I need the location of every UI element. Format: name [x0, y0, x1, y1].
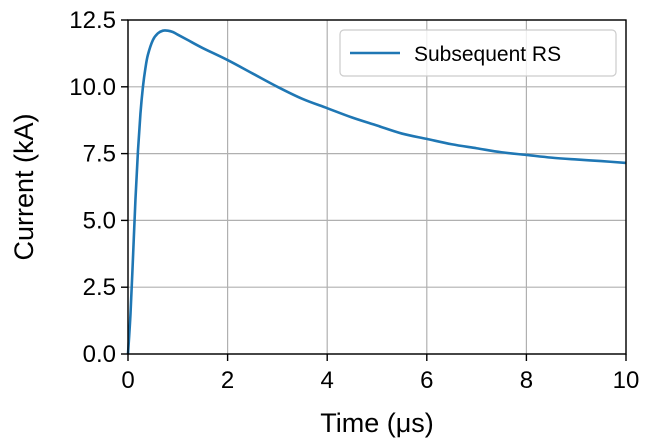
legend-entry-label: Subsequent RS — [414, 43, 561, 66]
y-tick-label: 5.0 — [83, 207, 116, 234]
y-tick-label: 12.5 — [69, 7, 116, 34]
plot-frame — [127, 19, 627, 355]
y-tick-label: 0.0 — [83, 341, 116, 368]
ticks: 0 2 4 6 8 10 0.0 2.5 5.0 7.5 10.0 12.5 — [69, 7, 639, 394]
legend-box — [339, 29, 617, 77]
x-axis-label: Time (μs) — [320, 408, 434, 438]
x-tick-label: 2 — [221, 367, 234, 394]
y-axis-label: Current (kA) — [9, 113, 39, 260]
x-tick-label: 10 — [613, 367, 640, 394]
x-tick-label: 6 — [420, 367, 433, 394]
y-tick-label: 2.5 — [83, 274, 116, 301]
x-tick-label: 4 — [321, 367, 334, 394]
x-tick-label: 8 — [520, 367, 533, 394]
series-layer — [126, 29, 627, 355]
x-tick-label: 0 — [121, 367, 134, 394]
series-line-subsequent-rs — [126, 29, 627, 355]
y-tick-label: 7.5 — [83, 141, 116, 168]
legend: Subsequent RS — [339, 29, 617, 77]
y-tick-label: 10.0 — [69, 74, 116, 101]
